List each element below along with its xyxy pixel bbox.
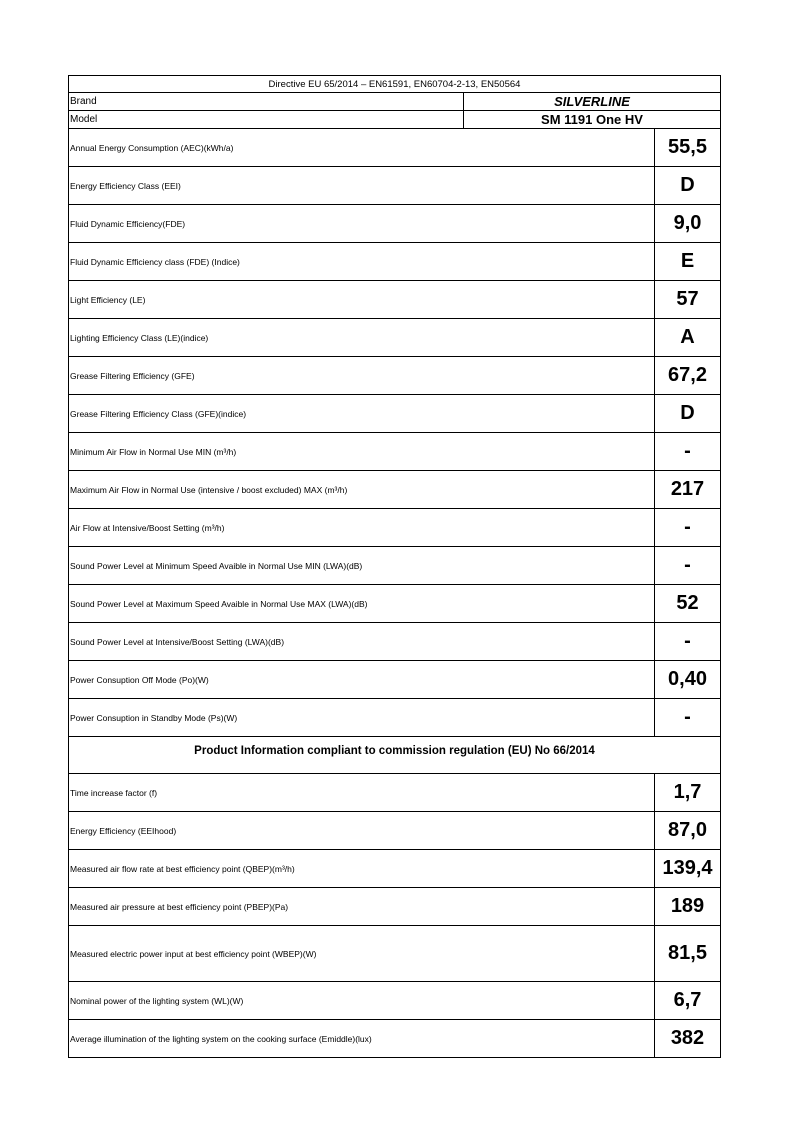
directive-title: Directive EU 65/2014 – EN61591, EN60704-… [69, 76, 720, 93]
row-value: 87,0 [654, 812, 720, 849]
row-label: Sound Power Level at Minimum Speed Avaib… [70, 560, 363, 571]
row-label: Minimum Air Flow in Normal Use MIN (m³/h… [70, 446, 237, 457]
row-label: Time increase factor (f) [70, 787, 158, 798]
row-value: 0,40 [654, 661, 720, 698]
row-label: Maximum Air Flow in Normal Use (intensiv… [70, 484, 348, 495]
table-row: Time increase factor (f) 1,7 [69, 774, 720, 812]
table-row: Annual Energy Consumption (AEC)(kWh/a) 55… [69, 129, 720, 167]
row-value: D [654, 395, 720, 432]
table-row: Power Consuption Off Mode (Po)(W) 0,40 [69, 661, 720, 699]
row-label: Grease Filtering Efficiency (GFE) [70, 370, 195, 381]
table-row: Fluid Dynamic Efficiency class (FDE) (In… [69, 243, 720, 281]
model-row: Model SM 1191 One HV [69, 111, 720, 129]
row-label: Energy Efficiency Class (EEI) [70, 180, 181, 191]
brand-row: Brand SILVERLINE [69, 93, 720, 111]
row-label: Measured air flow rate at best efficienc… [70, 863, 295, 874]
row-label: Nominal power of the lighting system (WL… [70, 995, 244, 1006]
row-value: 67,2 [654, 357, 720, 394]
table-row: Light Efficiency (LE) 57 [69, 281, 720, 319]
row-value: 1,7 [654, 774, 720, 811]
table-row: Sound Power Level at Maximum Speed Avaib… [69, 585, 720, 623]
row-value: E [654, 243, 720, 280]
row-label: Measured air pressure at best efficiency… [70, 901, 289, 912]
row-label: Power Consuption in Standby Mode (Ps)(W) [70, 712, 238, 723]
row-value: 382 [654, 1020, 720, 1057]
row-label: Lighting Efficiency Class (LE)(indice) [70, 332, 209, 343]
table-row: Fluid Dynamic Efficiency(FDE) 9,0 [69, 205, 720, 243]
table-row: Energy Efficiency Class (EEI) D [69, 167, 720, 205]
row-label: Fluid Dynamic Efficiency(FDE) [70, 218, 186, 229]
table-row: Energy Efficiency (EEIhood) 87,0 [69, 812, 720, 850]
row-value: - [654, 547, 720, 584]
row-value: 81,5 [654, 926, 720, 981]
row-label: Light Efficiency (LE) [70, 294, 146, 305]
row-value: 6,7 [654, 982, 720, 1019]
table-row: Average illumination of the lighting sys… [69, 1020, 720, 1058]
table-row: Grease Filtering Efficiency Class (GFE)(… [69, 395, 720, 433]
row-value: D [654, 167, 720, 204]
row-label: Sound Power Level at Maximum Speed Avaib… [70, 598, 368, 609]
row-value: 57 [654, 281, 720, 318]
row-label: Grease Filtering Efficiency Class (GFE)(… [70, 408, 247, 419]
product-info-table: Directive EU 65/2014 – EN61591, EN60704-… [68, 75, 721, 1058]
row-label: Energy Efficiency (EEIhood) [70, 825, 177, 836]
row-value: - [654, 433, 720, 470]
row-value: 139,4 [654, 850, 720, 887]
row-label: Sound Power Level at Intensive/Boost Set… [70, 636, 285, 647]
row-value: 52 [654, 585, 720, 622]
row-value: 9,0 [654, 205, 720, 242]
row-value: - [654, 509, 720, 546]
table-row: Lighting Efficiency Class (LE)(indice) A [69, 319, 720, 357]
row-label: Average illumination of the lighting sys… [70, 1033, 372, 1044]
row-label: Fluid Dynamic Efficiency class (FDE) (In… [70, 256, 240, 267]
row-label: Air Flow at Intensive/Boost Setting (m³/… [70, 522, 225, 533]
row-label: Power Consuption Off Mode (Po)(W) [70, 674, 209, 685]
model-label: Model [69, 111, 464, 128]
section-title: Product Information compliant to commiss… [69, 737, 720, 774]
row-value: - [654, 623, 720, 660]
brand-label: Brand [69, 93, 464, 110]
table-row: Sound Power Level at Minimum Speed Avaib… [69, 547, 720, 585]
table-row: Grease Filtering Efficiency (GFE) 67,2 [69, 357, 720, 395]
table-row: Power Consuption in Standby Mode (Ps)(W)… [69, 699, 720, 737]
table-row: Maximum Air Flow in Normal Use (intensiv… [69, 471, 720, 509]
row-value: A [654, 319, 720, 356]
model-value: SM 1191 One HV [541, 112, 643, 127]
brand-value: SILVERLINE [554, 94, 630, 109]
row-value: 217 [654, 471, 720, 508]
table-row: Minimum Air Flow in Normal Use MIN (m³/h… [69, 433, 720, 471]
table-row: Sound Power Level at Intensive/Boost Set… [69, 623, 720, 661]
table-row: Measured electric power input at best ef… [69, 926, 720, 982]
row-value: 55,5 [654, 129, 720, 166]
table-row: Air Flow at Intensive/Boost Setting (m³/… [69, 509, 720, 547]
table-row: Measured air pressure at best efficiency… [69, 888, 720, 926]
row-label: Annual Energy Consumption (AEC)(kWh/a) [70, 142, 234, 153]
row-value: 189 [654, 888, 720, 925]
table-row: Measured air flow rate at best efficienc… [69, 850, 720, 888]
table-row: Nominal power of the lighting system (WL… [69, 982, 720, 1020]
row-label: Measured electric power input at best ef… [70, 948, 317, 959]
row-value: - [654, 699, 720, 736]
